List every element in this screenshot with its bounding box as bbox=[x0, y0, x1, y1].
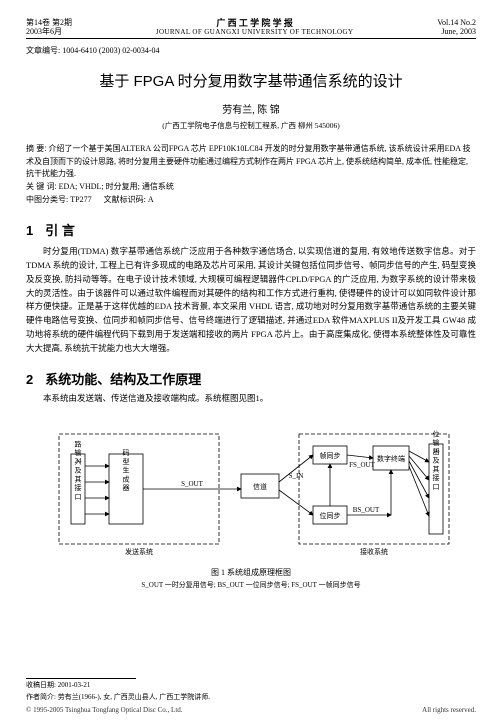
copyright-right: All rights reserved. bbox=[422, 706, 476, 714]
svg-text:S_IN: S_IN bbox=[289, 472, 304, 480]
section-1-heading: 1 引 言 bbox=[26, 220, 476, 239]
journal-name-cn: 广 西 工 学 院 学 报 bbox=[156, 18, 354, 28]
section-1-paragraph: 时分复用(TDMA) 数字基带通信系统广泛应用于各种数字通信场合, 以实现信道的… bbox=[26, 245, 476, 355]
volume-issue: 第14卷 第2期 bbox=[26, 18, 72, 27]
page-header: 第14卷 第2期 2003年6月 广 西 工 学 院 学 报 JOURNAL O… bbox=[26, 18, 476, 39]
figure-1: 24路 输 入 及 其 接 口码 型 生 成 器发送系统S_OUT信道S_IN帧… bbox=[26, 414, 476, 590]
section-1-number: 1 bbox=[26, 223, 33, 238]
authors: 劳有兰, 陈 锦 bbox=[26, 101, 476, 116]
keywords-label: 关 键 词: bbox=[26, 182, 57, 191]
figure-1-svg: 24路 输 入 及 其 接 口码 型 生 成 器发送系统S_OUT信道S_IN帧… bbox=[41, 414, 461, 564]
header-left: 第14卷 第2期 2003年6月 bbox=[26, 18, 72, 36]
date-en: June, 2003 bbox=[437, 27, 476, 36]
svg-text:数字终端: 数字终端 bbox=[377, 454, 405, 463]
docid-value: A bbox=[148, 195, 154, 204]
abstract-label: 摘 要: bbox=[26, 144, 46, 153]
svg-text:信道: 信道 bbox=[253, 482, 267, 491]
section-2-title: 系统功能、结构及工作原理 bbox=[45, 372, 201, 387]
abstract-text: 介绍了一个基于美国ALTERA 公司FPGA 芯片 EPF10K10LC84 开… bbox=[26, 144, 471, 178]
svg-text:接收系统: 接收系统 bbox=[360, 547, 388, 556]
volume-en: Vol.14 No.2 bbox=[437, 18, 476, 27]
received-date: 2001-03-21 bbox=[58, 681, 91, 689]
keywords-line: 关 键 词: EDA; VHDL; 时分复用; 通信系统 bbox=[26, 181, 476, 193]
svg-text:发送系统: 发送系统 bbox=[125, 547, 153, 556]
article-number-label: 文章编号: bbox=[26, 46, 60, 55]
keywords-text: EDA; VHDL; 时分复用; 通信系统 bbox=[59, 182, 174, 191]
clc-value: TP277 bbox=[70, 195, 91, 204]
figure-1-note: S_OUT 一时分复用信号; BS_OUT 一位同步信号; FS_OUT 一帧同… bbox=[26, 580, 476, 590]
author-bio-label: 作者简介: bbox=[26, 693, 56, 701]
article-number-line: 文章编号: 1004-6410 (2003) 02-0034-04 bbox=[26, 45, 476, 56]
affiliation: (广西工学院电子信息与控制工程系, 广西 柳州 545006) bbox=[26, 120, 476, 131]
section-2-number: 2 bbox=[26, 372, 33, 387]
section-2-heading: 2 系统功能、结构及工作原理 bbox=[26, 369, 476, 388]
author-bio-line: 作者简介: 劳有兰(1966-), 女, 广西灵山县人, 广西工学院讲师. bbox=[26, 693, 476, 702]
section-2-paragraph: 本系统由发送端、传送信道及接收端构成。系统框图见图1。 bbox=[26, 392, 476, 406]
received-date-label: 收稿日期: bbox=[26, 681, 56, 689]
svg-text:码 型 生 成 器: 码 型 生 成 器 bbox=[122, 449, 130, 492]
clc-label: 中图分类号: bbox=[26, 195, 68, 204]
copyright-line: © 1995-2005 Tsinghua Tongfang Optical Di… bbox=[26, 706, 476, 714]
svg-text:路 输 入 及 其 接 口: 路 输 入 及 其 接 口 bbox=[74, 440, 82, 501]
svg-text:S_OUT: S_OUT bbox=[181, 480, 204, 488]
journal-name-en: JOURNAL OF GUANGXI UNIVERSITY OF TECHNOL… bbox=[156, 28, 354, 36]
svg-text:帧同步: 帧同步 bbox=[320, 451, 341, 460]
svg-text:位同步: 位同步 bbox=[320, 511, 341, 520]
page-footer: 收稿日期: 2001-03-21 作者简介: 劳有兰(1966-), 女, 广西… bbox=[26, 678, 476, 714]
copyright-left: © 1995-2005 Tsinghua Tongfang Optical Di… bbox=[26, 706, 183, 714]
footnote-rule bbox=[26, 678, 136, 679]
received-date-line: 收稿日期: 2001-03-21 bbox=[26, 681, 476, 690]
author-bio: 劳有兰(1966-), 女, 广西灵山县人, 广西工学院讲师. bbox=[58, 693, 210, 701]
figure-1-caption: 图 1 系统组成原理框图 bbox=[26, 567, 476, 578]
article-number: 1004-6410 (2003) 02-0034-04 bbox=[62, 46, 159, 55]
header-right: Vol.14 No.2 June, 2003 bbox=[437, 18, 476, 36]
classification-line: 中图分类号: TP277 文献标识码: A bbox=[26, 194, 476, 206]
issue-date: 2003年6月 bbox=[26, 27, 72, 36]
svg-text:BS_OUT: BS_OUT bbox=[353, 506, 380, 514]
docid-label: 文献标识码: bbox=[104, 195, 146, 204]
section-1-title: 引 言 bbox=[45, 223, 75, 238]
abstract-block: 摘 要: 介绍了一个基于美国ALTERA 公司FPGA 芯片 EPF10K10L… bbox=[26, 143, 476, 180]
svg-text:FS_OUT: FS_OUT bbox=[349, 461, 375, 469]
paper-title: 基于 FPGA 时分复用数字基带通信系统的设计 bbox=[26, 70, 476, 91]
svg-text:位 输 出 及 其 接 口: 位 输 出 及 其 接 口 bbox=[432, 430, 440, 491]
header-center: 广 西 工 学 院 学 报 JOURNAL OF GUANGXI UNIVERS… bbox=[156, 18, 354, 36]
